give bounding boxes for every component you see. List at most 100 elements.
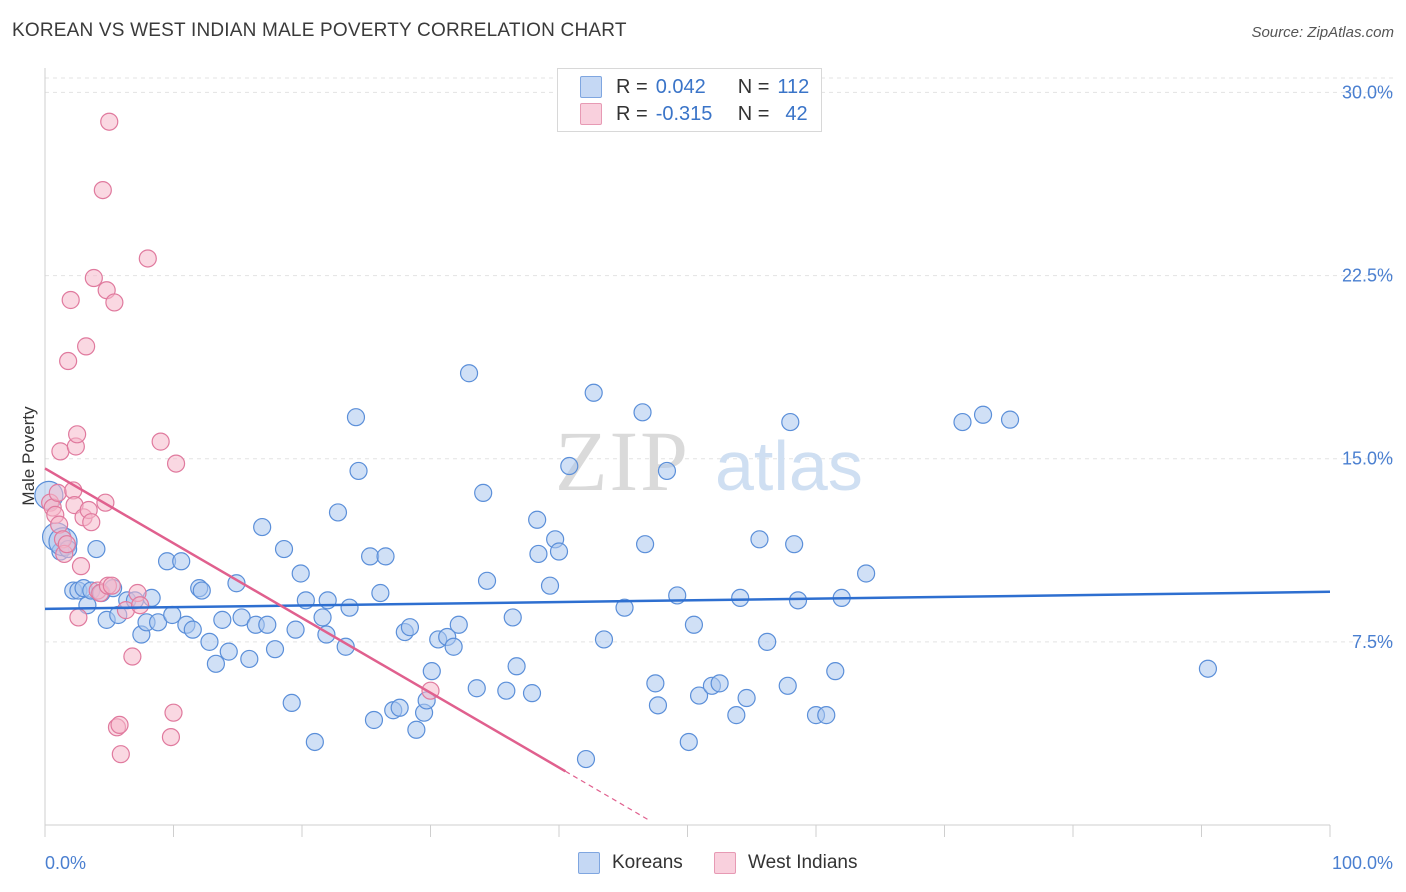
point-korean — [148, 613, 168, 632]
point-korean — [376, 547, 395, 566]
legend-swatch-koreans — [578, 852, 600, 874]
point-korean — [227, 574, 246, 593]
point-korean — [172, 552, 191, 571]
point-korean — [282, 693, 301, 713]
point-korean — [778, 676, 797, 695]
point-korean — [313, 608, 332, 627]
legend-row-west-indians: R = -0.315 N = 42 — [580, 101, 808, 127]
point-korean — [286, 620, 305, 639]
point-west-indian — [84, 268, 103, 288]
grid-lines — [45, 77, 1394, 643]
point-korean — [474, 483, 493, 502]
legend-r-label: R = — [616, 75, 648, 98]
point-west-indian — [61, 290, 80, 310]
point-korean — [213, 610, 232, 629]
point-korean — [400, 618, 420, 637]
legend-label-koreans: Koreans — [612, 852, 683, 873]
legend-n-value: 42 — [785, 102, 808, 125]
point-korean — [192, 581, 211, 600]
point-korean — [648, 696, 668, 715]
point-korean — [1198, 659, 1218, 678]
trend-lines — [44, 467, 1331, 821]
point-west-indian — [68, 425, 87, 444]
point-korean — [232, 608, 251, 627]
point-korean — [364, 710, 384, 730]
legend-label-west-indians: West Indians — [748, 852, 858, 873]
point-korean — [540, 576, 560, 595]
point-korean — [635, 535, 655, 554]
watermark-zip: ZIP — [555, 413, 690, 509]
point-korean — [371, 583, 390, 603]
legend-n-label: N = — [737, 102, 770, 125]
point-korean — [422, 662, 441, 681]
point-korean — [200, 632, 219, 651]
trend-line-west-indians-extension — [565, 770, 650, 821]
axes — [44, 68, 1331, 837]
point-korean — [646, 674, 665, 693]
point-korean — [633, 403, 652, 422]
point-west-indian — [51, 442, 70, 461]
legend-series: Koreans West Indians — [0, 852, 1406, 878]
point-korean — [336, 637, 355, 656]
point-korean — [657, 461, 677, 481]
tick-labels: 7.5% 15.0% 22.5% 30.0% 0.0% 100.0% — [45, 82, 1393, 873]
point-west-indian — [138, 249, 157, 268]
point-korean — [340, 598, 359, 617]
point-west-indian — [161, 727, 181, 747]
point-west-indian — [59, 351, 78, 371]
point-korean — [973, 405, 993, 424]
point-korean — [240, 649, 259, 669]
point-korean — [1000, 410, 1020, 429]
point-west-indian — [48, 483, 67, 502]
source-label: Source: ZipAtlas.com — [1251, 24, 1394, 41]
legend-r-label: R = — [616, 102, 648, 125]
point-korean — [679, 732, 698, 752]
point-korean — [576, 749, 596, 769]
point-korean — [219, 642, 238, 661]
trend-line-koreans — [44, 590, 1331, 611]
legend-n-label: N = — [737, 75, 770, 98]
point-korean — [737, 688, 756, 708]
point-korean — [584, 383, 603, 402]
point-korean — [727, 706, 746, 725]
point-west-indian — [69, 608, 88, 627]
point-korean — [274, 539, 294, 559]
point-korean — [253, 517, 272, 537]
point-korean — [507, 657, 526, 676]
legend-item-west-indians: West Indians — [714, 852, 857, 874]
legend-swatch-west-indians — [714, 852, 736, 874]
point-korean — [206, 654, 226, 673]
y-tick-label: 30.0% — [1342, 82, 1393, 102]
x-tick-label: 100.0% — [1332, 853, 1393, 873]
series-west-indians — [41, 112, 440, 764]
point-korean — [305, 732, 324, 752]
y-tick-label: 7.5% — [1352, 632, 1393, 652]
point-west-indian — [71, 557, 91, 576]
point-korean — [758, 632, 777, 651]
point-west-indian — [102, 576, 121, 595]
point-korean — [349, 461, 368, 481]
y-axis-label: Male Poverty — [19, 406, 38, 506]
point-west-indian — [110, 715, 129, 734]
x-tick-label: 0.0% — [45, 853, 86, 873]
point-west-indian — [166, 454, 186, 473]
point-korean — [689, 686, 709, 705]
point-west-indian — [93, 180, 112, 200]
legend-swatch-west-indians — [580, 103, 602, 125]
legend-item-koreans: Koreans — [578, 852, 683, 874]
point-west-indian — [111, 745, 130, 764]
point-korean — [731, 588, 750, 608]
point-korean — [560, 456, 579, 476]
point-korean — [328, 503, 348, 522]
point-korean — [477, 571, 497, 590]
legend-r-value: 0.042 — [655, 75, 706, 98]
point-korean — [817, 706, 836, 725]
legend-row-koreans: R = 0.042 N = 112 — [580, 74, 809, 100]
point-korean — [826, 662, 845, 681]
point-korean — [265, 640, 285, 659]
point-korean — [346, 408, 366, 427]
point-korean — [684, 615, 704, 634]
point-korean — [87, 539, 106, 559]
point-korean — [467, 679, 486, 698]
point-korean — [449, 615, 468, 634]
